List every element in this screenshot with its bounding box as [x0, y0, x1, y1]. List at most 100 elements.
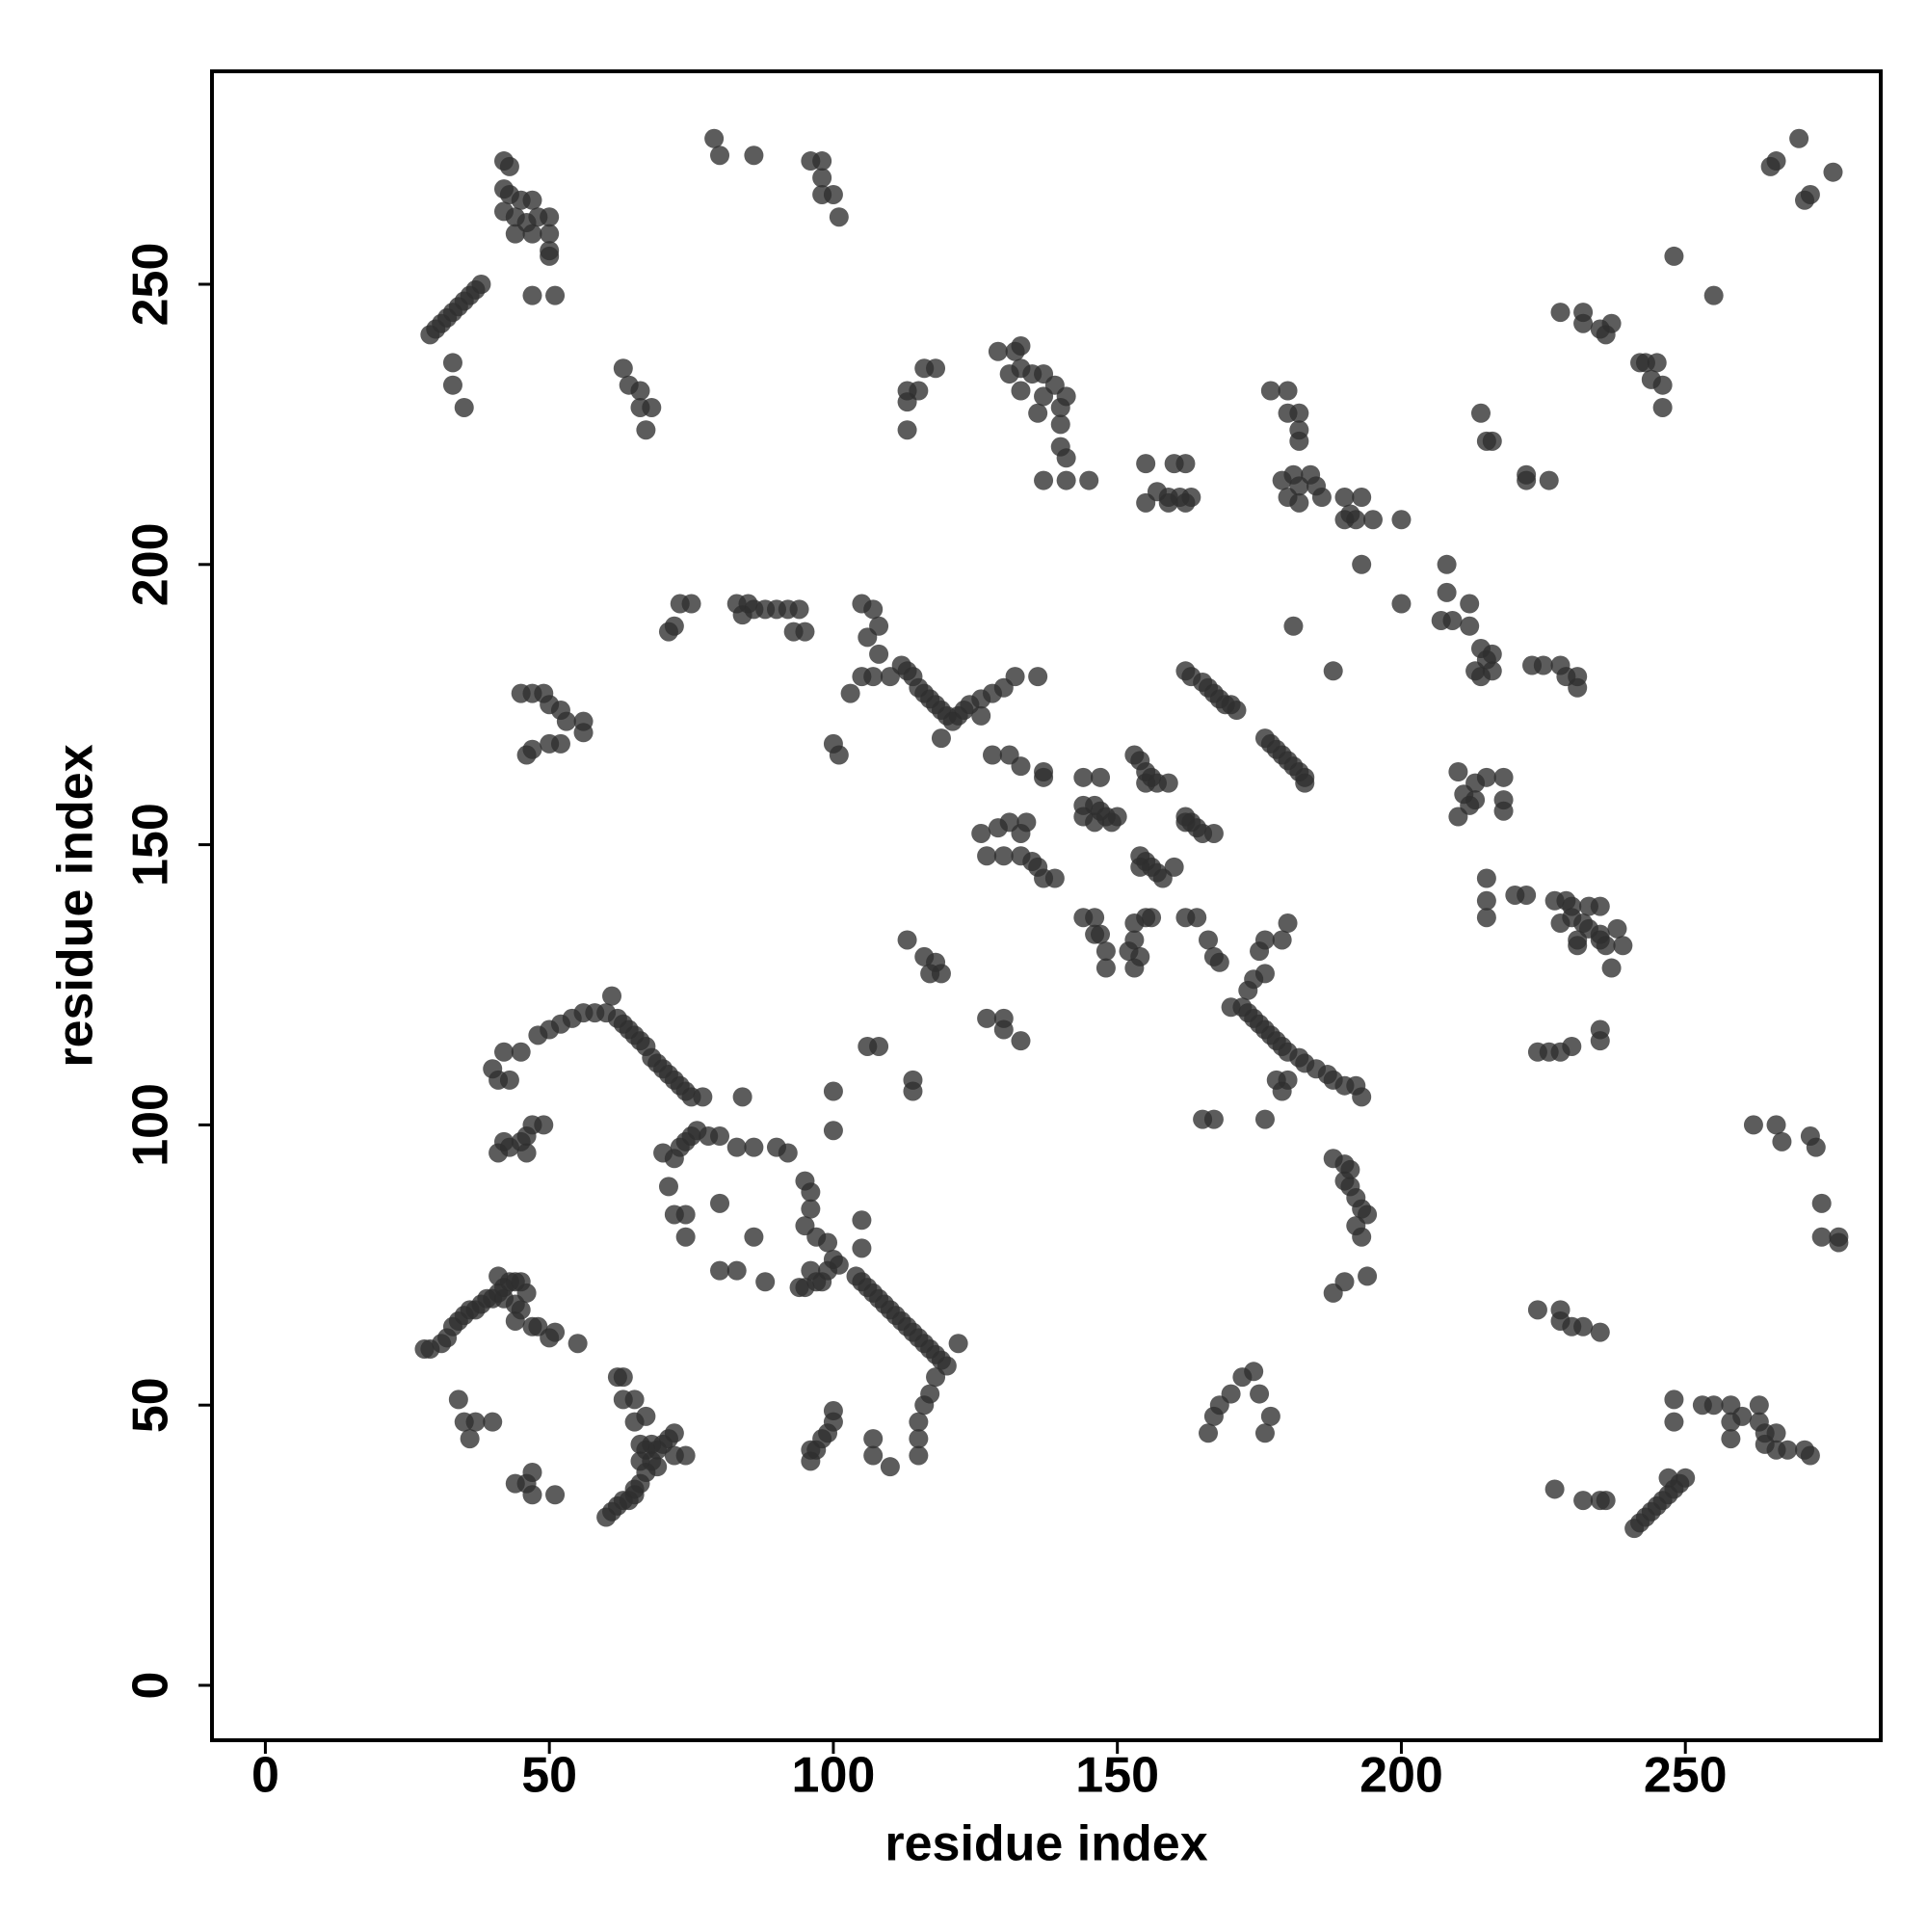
point [795, 622, 815, 642]
point [710, 1126, 730, 1147]
point [823, 1401, 843, 1421]
point [499, 156, 519, 176]
point [1199, 930, 1219, 950]
point [755, 1272, 776, 1292]
point [977, 1008, 997, 1028]
point [909, 1412, 929, 1432]
point [971, 705, 991, 726]
point [511, 1042, 531, 1062]
point [1136, 773, 1156, 793]
point [1652, 397, 1673, 417]
point [1250, 1384, 1270, 1404]
point [1658, 1468, 1678, 1488]
point [778, 1143, 798, 1163]
point [516, 745, 537, 765]
point [1517, 885, 1537, 905]
point [1772, 1131, 1792, 1151]
point [744, 1227, 764, 1247]
point [465, 1412, 486, 1432]
point [442, 375, 462, 395]
point [971, 823, 991, 843]
point [636, 420, 656, 440]
point [1136, 492, 1156, 513]
point [1664, 1412, 1684, 1432]
point [801, 1182, 821, 1203]
point [1442, 610, 1463, 630]
point [1346, 510, 1366, 530]
point [823, 1081, 843, 1101]
point [1073, 807, 1094, 827]
point [1254, 1423, 1275, 1443]
point [1272, 1081, 1292, 1101]
point [556, 711, 576, 731]
point [642, 397, 662, 417]
point [1050, 397, 1070, 417]
point [840, 683, 860, 703]
point [1460, 795, 1480, 815]
point [1095, 941, 1116, 962]
point [1260, 381, 1280, 401]
x-tick-label: 0 [251, 1748, 279, 1804]
point [1352, 1227, 1372, 1247]
point [1209, 952, 1229, 972]
x-tick-label: 250 [1644, 1748, 1728, 1804]
point [545, 1485, 566, 1505]
point [1544, 1479, 1565, 1499]
point [1005, 667, 1025, 687]
point [1539, 470, 1559, 490]
point [1199, 1423, 1219, 1443]
point [1800, 1445, 1820, 1466]
point [1437, 582, 1457, 602]
point [801, 1199, 821, 1219]
point [1254, 930, 1275, 950]
point [1011, 335, 1031, 356]
point [624, 1479, 645, 1499]
point [1562, 1036, 1582, 1056]
point [704, 128, 725, 148]
point [1517, 470, 1537, 490]
point [1550, 303, 1571, 323]
y-axis-title: residue index [48, 744, 104, 1067]
point [732, 605, 752, 625]
point [897, 420, 917, 440]
point [540, 246, 560, 266]
point [1034, 470, 1054, 490]
point [1573, 313, 1594, 333]
point [993, 1019, 1014, 1040]
point [1664, 246, 1684, 266]
point [681, 594, 701, 614]
point [494, 1131, 515, 1151]
point [664, 616, 684, 636]
point [534, 1115, 554, 1135]
point [1652, 375, 1673, 395]
point [540, 224, 560, 244]
point [1703, 285, 1724, 305]
point [1056, 448, 1076, 468]
point [1352, 488, 1372, 508]
point [977, 846, 997, 866]
point [494, 1042, 515, 1062]
point [1260, 1406, 1280, 1426]
point [1142, 908, 1162, 928]
point [1158, 492, 1178, 513]
point [1050, 414, 1070, 435]
point [1203, 823, 1224, 843]
point [869, 644, 889, 664]
point [1795, 190, 1815, 210]
point [522, 190, 542, 210]
point [540, 207, 560, 227]
point [1749, 1395, 1769, 1416]
point [1676, 1468, 1696, 1488]
point [1272, 930, 1292, 950]
point [448, 1389, 468, 1410]
point [829, 207, 849, 227]
point [1590, 1322, 1610, 1342]
point [988, 341, 1008, 361]
point [710, 146, 730, 166]
point [1187, 908, 1207, 928]
point [744, 146, 764, 166]
point [1607, 918, 1627, 939]
point [789, 599, 809, 620]
y-tick-label: 250 [123, 243, 179, 327]
point [744, 1137, 764, 1157]
